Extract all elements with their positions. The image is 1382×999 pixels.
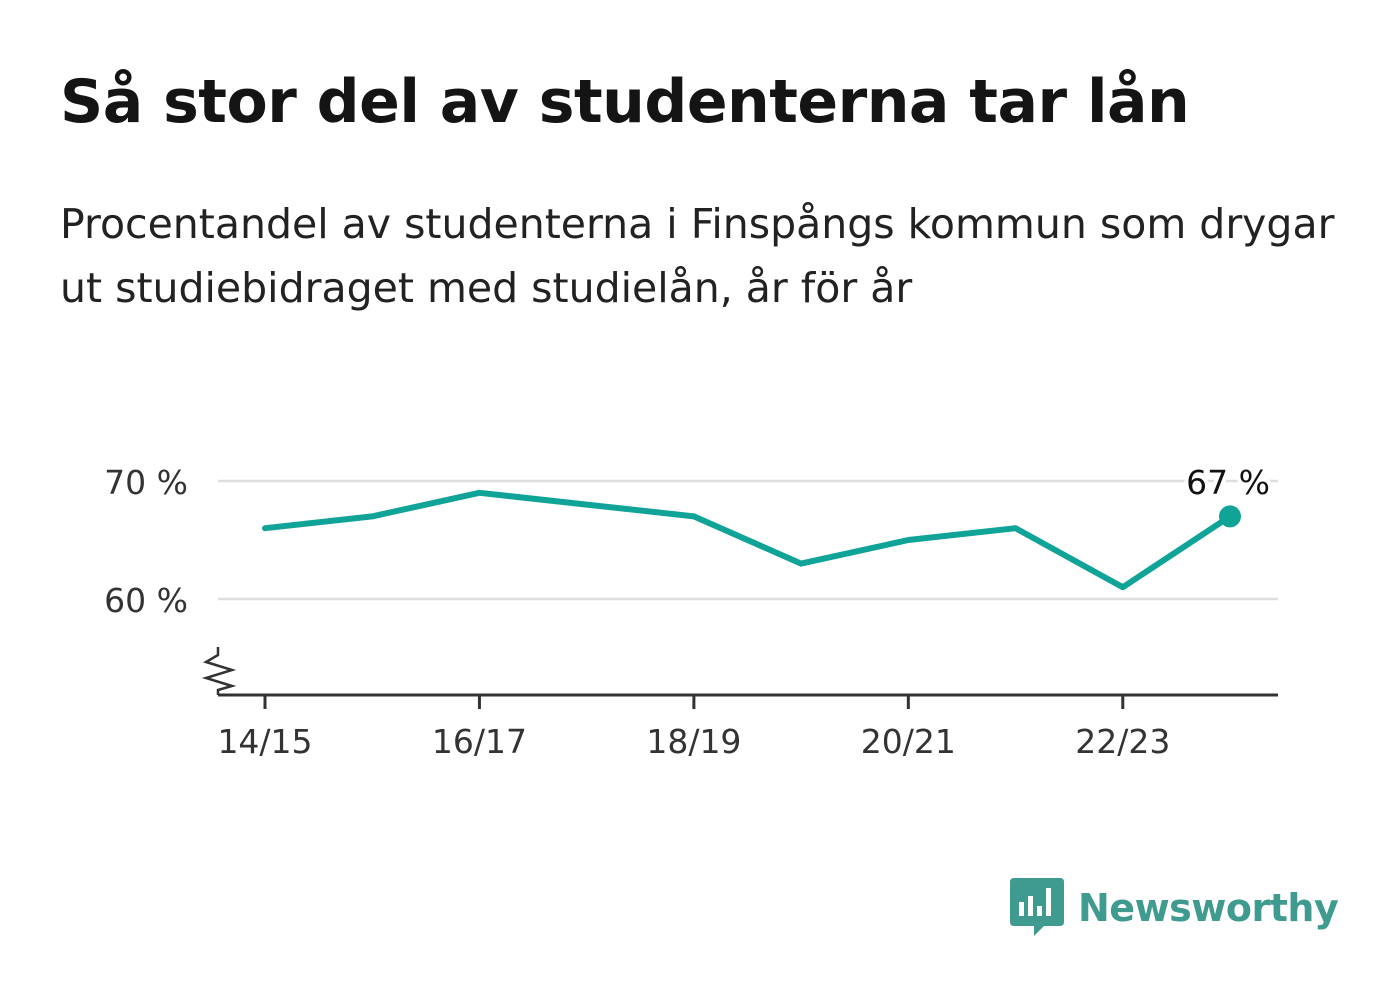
chart-title: Så stor del av studenterna tar lån [60, 67, 1190, 137]
newsworthy-chart-bubble-icon [1010, 878, 1064, 936]
x-tick-label: 14/15 [217, 722, 312, 761]
x-tick-label: 20/21 [861, 722, 956, 761]
series-line [262, 489, 1233, 591]
y-tick-label: 70 % [104, 463, 188, 502]
chart-subtitle: Procentandel av studenterna i Finspångs … [60, 200, 1335, 312]
newsworthy-logo: Newsworthy [1010, 878, 1339, 938]
axis-break-icon [201, 647, 237, 695]
grid-layer [218, 479, 1278, 601]
x-tick-label: 18/19 [646, 722, 741, 761]
series-layer [262, 489, 1241, 591]
y-tick-label: 60 % [104, 581, 188, 620]
logo-text: Newsworthy [1078, 886, 1339, 930]
last-value-marker [1219, 505, 1241, 528]
x-tick-label: 22/23 [1075, 722, 1170, 761]
last-value-label-halo: 67 % [1186, 463, 1270, 502]
axis-layer: 60 % 70 % 14/15 16/17 18/19 20/21 22/23 [104, 463, 1278, 761]
last-value-label: 67 % [1186, 463, 1270, 502]
label-layer: 67 %67 % [1182, 459, 1274, 506]
x-tick-label: 16/17 [432, 722, 527, 761]
